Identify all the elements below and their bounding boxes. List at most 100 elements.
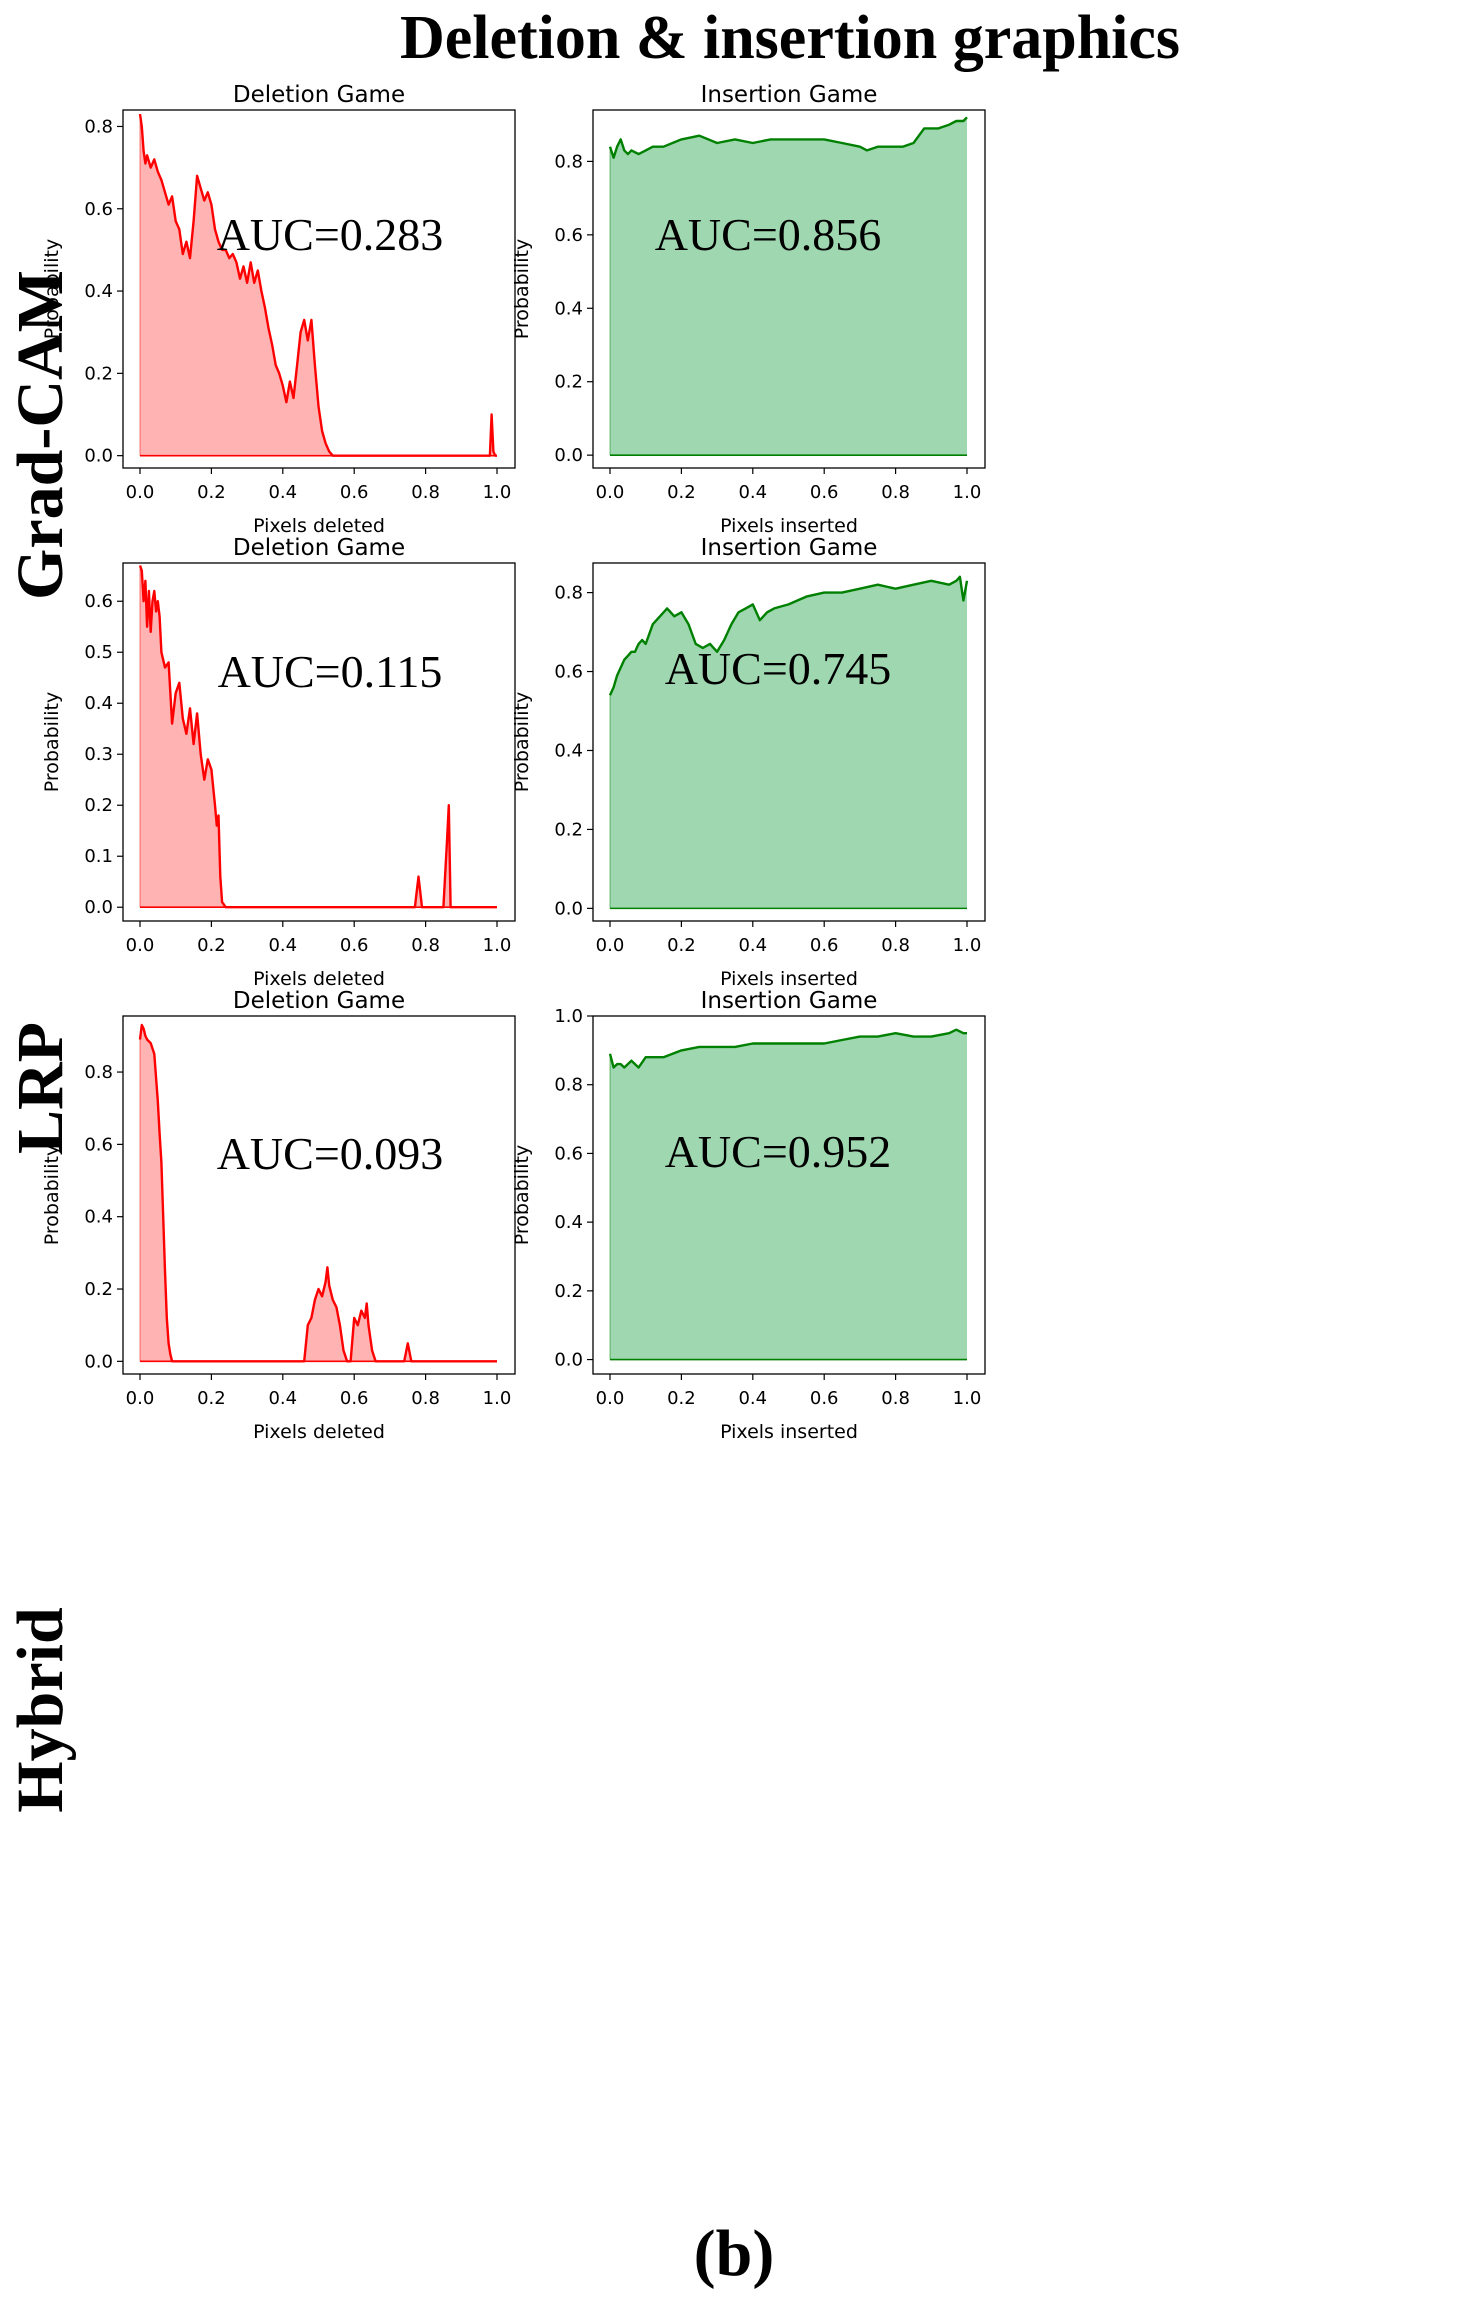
series-line bbox=[138, 113, 497, 457]
x-tick-label: 0.0 bbox=[126, 482, 155, 503]
y-tick-label: 0.8 bbox=[554, 151, 583, 172]
x-tick-label: 0.6 bbox=[810, 1388, 839, 1409]
y-tick-label: 0.0 bbox=[554, 445, 583, 466]
y-tick-label: 0.2 bbox=[84, 795, 113, 816]
x-tick-label: 0.4 bbox=[268, 1388, 297, 1409]
y-tick-label: 0.2 bbox=[84, 1279, 113, 1300]
y-tick-label: 0.4 bbox=[554, 1212, 583, 1233]
x-tick-label: 0.4 bbox=[268, 935, 297, 956]
y-tick-label: 0.3 bbox=[84, 744, 113, 765]
area-fill bbox=[610, 576, 967, 909]
y-tick-label: 0.4 bbox=[84, 693, 113, 714]
chart-title: Insertion Game bbox=[701, 82, 878, 108]
x-axis-label: Pixels deleted bbox=[253, 968, 385, 990]
area-fill bbox=[140, 565, 497, 908]
y-tick-label: 0.5 bbox=[84, 642, 113, 663]
axes-frame bbox=[592, 1015, 986, 1375]
x-axis-label: Pixels inserted bbox=[720, 968, 858, 990]
y-tick-label: 0.2 bbox=[554, 819, 583, 840]
axes-frame bbox=[592, 562, 986, 922]
chart-title: Insertion Game bbox=[701, 535, 878, 561]
y-tick-label: 0.8 bbox=[84, 116, 113, 137]
auc-annotation: AUC=0.745 bbox=[665, 643, 892, 694]
x-axis-label: Pixels deleted bbox=[253, 515, 385, 537]
x-tick-label: 0.2 bbox=[197, 1388, 226, 1409]
x-tick-label: 0.8 bbox=[881, 1388, 910, 1409]
y-tick-label: 0.4 bbox=[554, 740, 583, 761]
y-tick-label: 0.0 bbox=[554, 1350, 583, 1371]
x-tick-label: 0.8 bbox=[411, 482, 440, 503]
chart-hybrid-insertion: Insertion Game Pixels inserted Probability… bbox=[511, 988, 986, 1443]
x-axis-label: Pixels deleted bbox=[253, 1421, 385, 1443]
y-axis-label: Probability bbox=[41, 692, 63, 792]
x-axis-label: Pixels inserted bbox=[720, 515, 858, 537]
y-tick-label: 0.6 bbox=[84, 1134, 113, 1155]
y-tick-label: 0.6 bbox=[554, 1143, 583, 1164]
x-tick-label: 0.8 bbox=[411, 935, 440, 956]
x-tick-label: 1.0 bbox=[953, 1388, 982, 1409]
x-tick-label: 0.6 bbox=[810, 482, 839, 503]
y-tick-label: 1.0 bbox=[554, 1006, 583, 1027]
x-tick-label: 0.4 bbox=[268, 482, 297, 503]
series-line bbox=[608, 575, 969, 696]
x-tick-label: 0.8 bbox=[411, 1388, 440, 1409]
x-tick-label: 0.8 bbox=[881, 935, 910, 956]
area-fill bbox=[140, 1025, 497, 1362]
x-tick-label: 0.4 bbox=[738, 935, 767, 956]
y-tick-label: 0.4 bbox=[84, 1207, 113, 1228]
y-tick-label: 0.0 bbox=[84, 897, 113, 918]
y-tick-label: 0.6 bbox=[84, 199, 113, 220]
x-tick-label: 0.0 bbox=[596, 482, 625, 503]
x-tick-label: 1.0 bbox=[953, 482, 982, 503]
y-tick-label: 0.6 bbox=[84, 591, 113, 612]
chart-title: Insertion Game bbox=[701, 988, 878, 1014]
x-tick-label: 0.6 bbox=[340, 1388, 369, 1409]
row-label-gradcam: Grad-CAM bbox=[4, 270, 77, 600]
auc-annotation: AUC=0.093 bbox=[217, 1128, 444, 1179]
x-axis-label: Pixels inserted bbox=[720, 1421, 858, 1443]
y-tick-label: 0.8 bbox=[554, 1075, 583, 1096]
row-label-lrp: LRP bbox=[4, 1022, 77, 1154]
x-tick-label: 0.0 bbox=[596, 935, 625, 956]
row-label-hybrid: Hybrid bbox=[4, 1607, 77, 1812]
axes-frame bbox=[122, 109, 516, 469]
x-tick-label: 1.0 bbox=[483, 482, 512, 503]
auc-annotation: AUC=0.856 bbox=[655, 209, 882, 260]
x-tick-label: 0.6 bbox=[340, 482, 369, 503]
figure-title: Deletion & insertion graphics bbox=[400, 4, 1180, 72]
y-tick-label: 0.8 bbox=[554, 583, 583, 604]
x-tick-label: 0.6 bbox=[810, 935, 839, 956]
area-fill bbox=[140, 114, 497, 456]
x-tick-label: 0.2 bbox=[667, 1388, 696, 1409]
y-axis-label: Probability bbox=[511, 1145, 533, 1245]
series-line bbox=[608, 1028, 967, 1069]
x-tick-label: 0.6 bbox=[340, 935, 369, 956]
chart-title: Deletion Game bbox=[233, 988, 405, 1014]
x-tick-label: 1.0 bbox=[953, 935, 982, 956]
x-tick-label: 0.2 bbox=[197, 482, 226, 503]
chart-gradcam-deletion: Deletion Game Pixels deleted Probability 0.… bbox=[41, 82, 516, 537]
series-line bbox=[138, 565, 497, 909]
y-tick-label: 0.0 bbox=[84, 446, 113, 467]
chart-title: Deletion Game bbox=[233, 82, 405, 108]
axes-frame bbox=[122, 562, 516, 922]
y-axis-label: Probability bbox=[511, 239, 533, 339]
x-tick-label: 0.2 bbox=[667, 935, 696, 956]
y-tick-label: 0.4 bbox=[84, 281, 113, 302]
chart-gradcam-insertion: Insertion Game Pixels inserted Probability… bbox=[511, 82, 986, 537]
x-tick-label: 1.0 bbox=[483, 1388, 512, 1409]
chart-hybrid-deletion: Deletion Game Pixels deleted Probability 0.… bbox=[41, 988, 516, 1443]
y-tick-label: 0.8 bbox=[84, 1062, 113, 1083]
axes-frame bbox=[592, 109, 986, 469]
y-axis-label: Probability bbox=[41, 1145, 63, 1245]
panel-label: (b) bbox=[694, 2217, 775, 2290]
x-tick-label: 0.0 bbox=[596, 1388, 625, 1409]
chart-lrp-deletion: Deletion Game Pixels deleted Probability 0.… bbox=[41, 535, 516, 990]
y-tick-label: 0.2 bbox=[84, 363, 113, 384]
axes-frame bbox=[122, 1015, 516, 1375]
y-axis-label: Probability bbox=[511, 692, 533, 792]
chart-lrp-insertion: Insertion Game Pixels inserted Probability… bbox=[511, 535, 986, 990]
y-tick-label: 0.4 bbox=[554, 298, 583, 319]
